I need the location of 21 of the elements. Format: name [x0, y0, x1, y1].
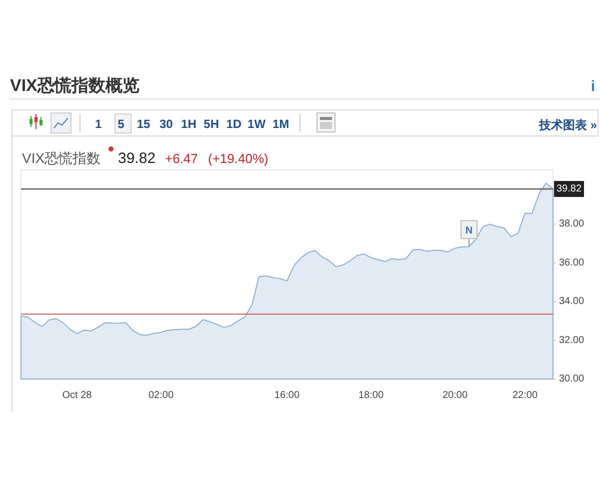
x-tick-label: 22:00: [512, 390, 538, 401]
ref-line-label: 39.82: [556, 183, 582, 194]
y-tick-label: 32.00: [559, 334, 584, 346]
x-tick-label: Oct 28: [62, 390, 92, 401]
text: 1 5 15 30 1H 5H 1D 1W 1M: [94, 117, 290, 131]
x-tick-label: 02:00: [148, 390, 174, 401]
text: (+19.40%): [208, 151, 268, 166]
y-tick-label: 34.00: [559, 296, 584, 308]
x-tick-label: 16:00: [274, 390, 300, 401]
y-tick-label: 30.00: [559, 374, 584, 384]
chart-subtitle: VIX恐慌指数: [22, 150, 101, 166]
annotation: N: [465, 226, 473, 237]
chart-title: VIX恐慌指数概览: [10, 76, 140, 95]
y-tick-label: 38.00: [559, 218, 584, 230]
y-tick-label: 36.00: [559, 257, 584, 268]
text: 技术图表 »: [538, 118, 598, 132]
x-tick-label: 18:00: [358, 390, 384, 401]
text: i: [590, 78, 596, 95]
text: 39.82: [118, 150, 156, 167]
text: +6.47: [165, 151, 198, 166]
x-tick-label: 20:00: [442, 390, 468, 401]
